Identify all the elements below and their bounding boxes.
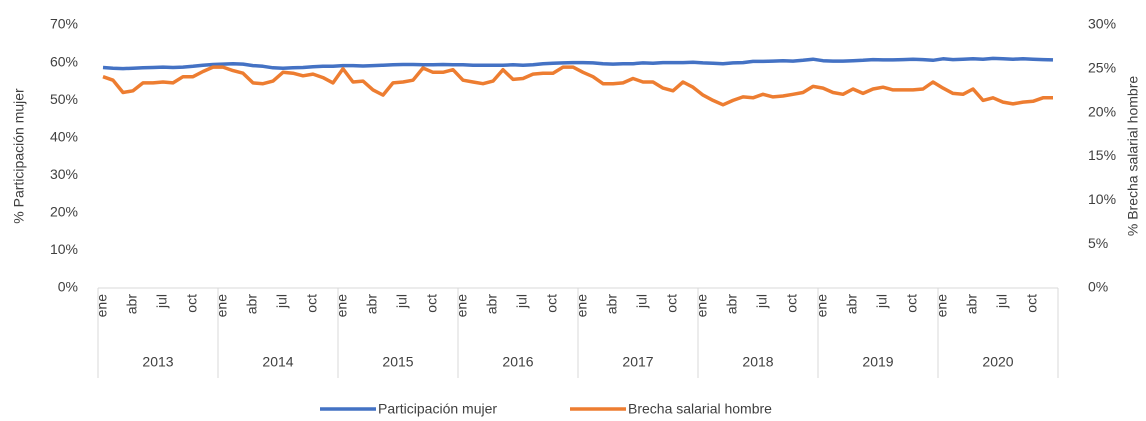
x-tick-label: oct [304, 294, 320, 313]
y2-tick-label: 20% [1088, 103, 1116, 119]
x-tick-label: jul [154, 294, 170, 309]
y2-tick-label: 5% [1088, 235, 1108, 251]
series-line [102, 56, 1054, 71]
x-tick-label: abr [124, 294, 140, 315]
group-label: 2013 [142, 354, 173, 370]
y2-axis-title: % Brecha salarial hombre [1125, 76, 1141, 237]
y2-tick-label: 10% [1088, 191, 1116, 207]
x-tick-label: abr [364, 294, 380, 315]
group-label: 2020 [982, 354, 1013, 370]
y-tick-label: 0% [58, 279, 78, 295]
x-tick-label: oct [664, 294, 680, 313]
x-tick-label: ene [934, 294, 950, 318]
x-tick-label: oct [904, 294, 920, 313]
x-tick-label: abr [244, 294, 260, 315]
x-tick-label: oct [784, 294, 800, 313]
x-tick-label: ene [694, 294, 710, 318]
group-label: 2014 [262, 354, 293, 370]
y-tick-label: 50% [50, 91, 78, 107]
y-tick-label: 30% [50, 166, 78, 182]
y-tick-label: 10% [50, 241, 78, 257]
x-tick-label: jul [394, 294, 410, 309]
x-tick-label: ene [334, 294, 350, 318]
x-tick-label: abr [964, 294, 980, 315]
y2-tick-label: 15% [1088, 147, 1116, 163]
y2-tick-label: 0% [1088, 279, 1108, 295]
x-tick-label: abr [484, 294, 500, 315]
x-tick-label: ene [214, 294, 230, 318]
y-tick-label: 20% [50, 204, 78, 220]
y-tick-label: 60% [50, 53, 78, 69]
x-tick-label: ene [814, 294, 830, 318]
y2-tick-label: 25% [1088, 60, 1116, 76]
x-tick-label: oct [184, 294, 200, 313]
y2-tick-label: 30% [1088, 16, 1116, 32]
x-tick-label: ene [574, 294, 590, 318]
group-label: 2015 [382, 354, 413, 370]
x-tick-label: jul [754, 294, 770, 309]
y-tick-label: 40% [50, 128, 78, 144]
series-line [102, 65, 1053, 107]
x-tick-label: jul [274, 294, 290, 309]
x-tick-label: abr [724, 294, 740, 315]
x-tick-label: ene [94, 294, 110, 318]
x-tick-label: jul [994, 294, 1010, 309]
group-label: 2016 [502, 354, 533, 370]
x-tick-label: abr [604, 294, 620, 315]
y-tick-label: 70% [50, 16, 78, 32]
legend-label: Participación mujer [378, 401, 497, 417]
x-tick-label: jul [634, 294, 650, 309]
x-tick-label: oct [544, 294, 560, 313]
x-tick-label: ene [454, 294, 470, 318]
x-tick-label: abr [844, 294, 860, 315]
x-tick-label: jul [514, 294, 530, 309]
y-axis-title: % Participación mujer [11, 88, 27, 224]
x-tick-label: oct [424, 294, 440, 313]
legend-label: Brecha salarial hombre [628, 401, 772, 417]
x-tick-label: jul [874, 294, 890, 309]
group-label: 2018 [742, 354, 773, 370]
x-tick-label: oct [1024, 294, 1040, 313]
group-label: 2017 [622, 354, 653, 370]
group-label: 2019 [862, 354, 893, 370]
